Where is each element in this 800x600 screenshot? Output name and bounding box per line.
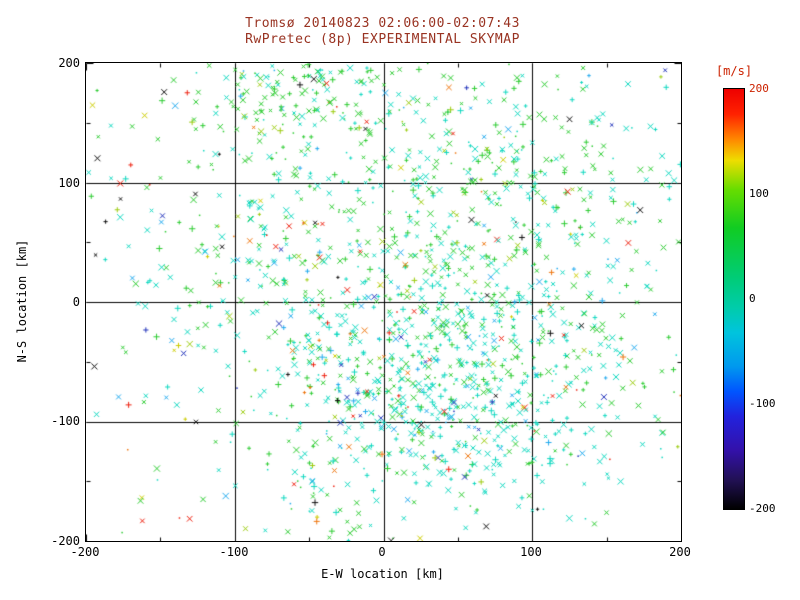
colorbar-tick-label: 200: [749, 82, 769, 95]
y-tick-label: -100: [51, 414, 80, 428]
y-axis-label: N-S location [km]: [15, 239, 29, 363]
x-tick-label: -200: [70, 545, 100, 559]
y-tick-label: 200: [58, 56, 80, 70]
x-tick-label: -100: [219, 545, 249, 559]
colorbar-tick-label: 0: [749, 292, 756, 305]
colorbar-tick-label: -200: [749, 502, 776, 515]
x-tick-label: 200: [669, 545, 691, 559]
plot-title-line2: RwPretec (8p) EXPERIMENTAL SKYMAP: [245, 32, 520, 47]
x-tick-label: 100: [520, 545, 542, 559]
colorbar-tick-label: 100: [749, 187, 769, 200]
x-axis-label: E-W location [km]: [321, 567, 444, 581]
x-tick-label: 0: [378, 545, 386, 559]
colorbar-gradient: [724, 89, 744, 509]
skymap-scatter-canvas: [86, 63, 681, 541]
plot-area: [85, 62, 682, 542]
y-tick-label: 100: [58, 176, 80, 190]
y-tick-label: 0: [72, 295, 80, 309]
colorbar-unit-label: [m/s]: [715, 64, 753, 78]
colorbar: [723, 88, 745, 510]
colorbar-tick-label: -100: [749, 397, 776, 410]
y-tick-label: -200: [51, 534, 80, 548]
plot-title-line1: Tromsø 20140823 02:06:00-02:07:43: [245, 16, 520, 31]
